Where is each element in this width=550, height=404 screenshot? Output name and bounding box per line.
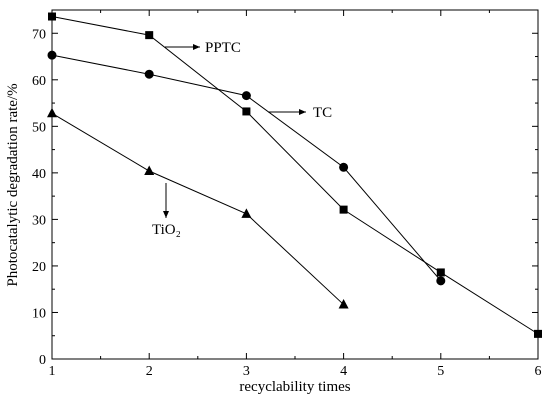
circle-marker xyxy=(47,50,57,60)
series-0 xyxy=(48,12,542,338)
square-marker xyxy=(242,107,251,116)
square-marker xyxy=(534,329,542,338)
y-tick-label: 40 xyxy=(32,167,46,182)
series-label-1: TC xyxy=(268,105,332,121)
triangle-marker xyxy=(241,208,252,218)
y-axis-label: Photocatalytic degradation rate/% xyxy=(5,83,21,286)
square-marker xyxy=(48,12,56,21)
series-label-0: PPTC xyxy=(165,40,241,56)
series-layer xyxy=(47,12,542,338)
arrow-head-icon xyxy=(163,211,169,218)
series-2-line xyxy=(51,112,344,305)
plot-frame xyxy=(51,9,539,360)
y-tick-label: 60 xyxy=(32,74,46,89)
series-0-line xyxy=(51,16,539,335)
circle-marker xyxy=(144,69,154,79)
y-tick-label: 10 xyxy=(32,306,46,321)
square-marker xyxy=(145,31,154,40)
series-1-line xyxy=(51,54,442,282)
series-1 xyxy=(47,50,446,286)
x-axis-label: recyclability times xyxy=(239,379,350,395)
arrow-head-icon xyxy=(193,44,200,50)
series-label-2: TiO₂ xyxy=(152,183,181,238)
square-marker xyxy=(339,205,348,214)
x-tick-label: 1 xyxy=(49,364,56,379)
triangle-marker xyxy=(338,299,349,309)
circle-marker xyxy=(436,276,446,286)
y-tick-label: 30 xyxy=(32,213,46,228)
series-name-label: PPTC xyxy=(205,40,241,56)
y-tick-label: 50 xyxy=(32,120,46,135)
x-tick-label: 4 xyxy=(340,364,347,379)
triangle-marker xyxy=(47,107,57,118)
series-name-label: TC xyxy=(313,105,332,121)
y-tick-label: 20 xyxy=(32,260,46,275)
x-tick-label: 2 xyxy=(146,364,153,379)
series-2 xyxy=(47,107,349,309)
circle-marker xyxy=(339,162,349,172)
x-tick-label: 5 xyxy=(437,364,444,379)
square-marker xyxy=(436,268,445,277)
y-tick-label: 0 xyxy=(39,353,46,368)
series-name-label: TiO₂ xyxy=(152,222,181,238)
annotations: PPTC TC TiO₂ xyxy=(152,40,332,238)
x-tick-label: 3 xyxy=(243,364,250,379)
arrow-head-icon xyxy=(299,109,306,115)
x-tick-label: 6 xyxy=(535,364,542,379)
y-tick-label: 70 xyxy=(32,27,46,42)
circle-marker xyxy=(241,91,251,101)
triangle-marker xyxy=(144,165,155,176)
